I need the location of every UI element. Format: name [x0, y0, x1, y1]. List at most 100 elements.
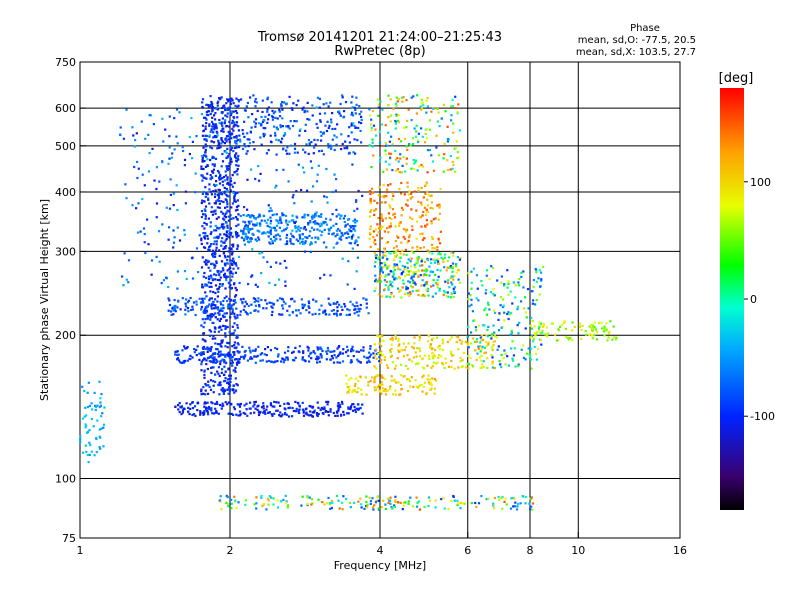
data-point — [379, 266, 383, 269]
data-point — [425, 184, 428, 187]
data-point — [588, 325, 591, 328]
data-point — [254, 283, 257, 286]
data-point — [232, 129, 235, 132]
data-point — [219, 309, 222, 312]
data-point — [413, 342, 416, 345]
data-point — [320, 356, 323, 359]
data-point — [330, 226, 333, 229]
data-point — [474, 501, 477, 505]
data-point — [396, 157, 399, 160]
data-point — [311, 217, 314, 220]
data-point — [397, 114, 400, 117]
data-point — [172, 313, 175, 316]
data-point — [267, 118, 270, 121]
data-point — [373, 209, 376, 212]
data-point — [310, 200, 313, 203]
data-point — [383, 279, 386, 282]
data-point — [235, 234, 238, 237]
data-point — [219, 191, 222, 194]
data-point — [412, 275, 415, 278]
data-point — [263, 353, 266, 356]
data-point — [382, 389, 385, 392]
data-point — [453, 275, 456, 278]
data-point — [215, 246, 218, 249]
data-point — [225, 230, 228, 233]
data-point — [446, 168, 449, 172]
data-point — [397, 345, 400, 348]
data-point — [187, 410, 190, 414]
data-point — [342, 348, 345, 351]
data-point — [503, 319, 506, 322]
data-point — [524, 311, 527, 314]
data-point — [231, 250, 234, 253]
data-point — [304, 240, 307, 243]
data-point — [243, 237, 246, 241]
data-point — [493, 496, 497, 500]
data-point — [457, 348, 460, 351]
data-point — [222, 200, 225, 204]
data-point — [396, 287, 400, 290]
data-point — [420, 203, 423, 206]
data-point — [450, 114, 453, 117]
data-point — [337, 353, 341, 356]
data-point — [223, 104, 226, 107]
data-point — [419, 384, 422, 387]
data-point — [136, 231, 140, 234]
data-point — [516, 324, 519, 327]
data-point — [229, 299, 232, 302]
data-point — [233, 283, 236, 286]
data-point — [384, 388, 387, 391]
data-point — [380, 345, 383, 348]
data-point — [394, 500, 397, 503]
data-point — [422, 210, 425, 213]
data-point — [400, 140, 403, 143]
data-point — [383, 196, 386, 199]
data-point — [291, 311, 294, 314]
data-point — [380, 376, 384, 379]
data-point — [369, 345, 372, 348]
data-point — [416, 260, 419, 263]
data-point — [265, 302, 269, 305]
data-point — [376, 334, 379, 337]
data-point — [603, 334, 606, 337]
data-point — [315, 122, 318, 126]
data-point — [280, 221, 283, 224]
data-point — [402, 156, 405, 159]
data-point — [442, 157, 445, 160]
data-point — [389, 349, 392, 352]
data-point — [150, 259, 154, 262]
data-point — [384, 284, 387, 287]
data-point — [425, 267, 428, 270]
data-point — [392, 194, 395, 198]
data-point — [231, 345, 234, 348]
data-point — [211, 213, 214, 216]
data-point — [249, 96, 252, 99]
data-point — [209, 330, 213, 333]
data-point — [212, 360, 215, 363]
data-point — [205, 311, 208, 314]
data-point — [303, 216, 306, 219]
data-point — [393, 268, 397, 272]
data-point — [236, 334, 239, 337]
data-point — [261, 251, 264, 254]
data-point — [433, 387, 436, 390]
data-point — [303, 215, 306, 218]
data-point — [191, 305, 194, 308]
data-point — [212, 366, 215, 369]
data-point — [546, 332, 549, 335]
data-point — [214, 284, 218, 287]
data-point — [454, 106, 457, 110]
data-point — [355, 310, 359, 314]
data-point — [351, 235, 354, 238]
scatter-points — [79, 94, 618, 511]
data-point — [207, 278, 211, 281]
data-point — [593, 321, 596, 324]
data-point — [275, 153, 278, 156]
data-point — [511, 340, 514, 343]
data-point — [98, 446, 101, 449]
data-point — [481, 345, 484, 348]
data-point — [382, 170, 385, 173]
data-point — [363, 355, 366, 358]
data-point — [480, 359, 483, 362]
data-point — [222, 315, 225, 319]
